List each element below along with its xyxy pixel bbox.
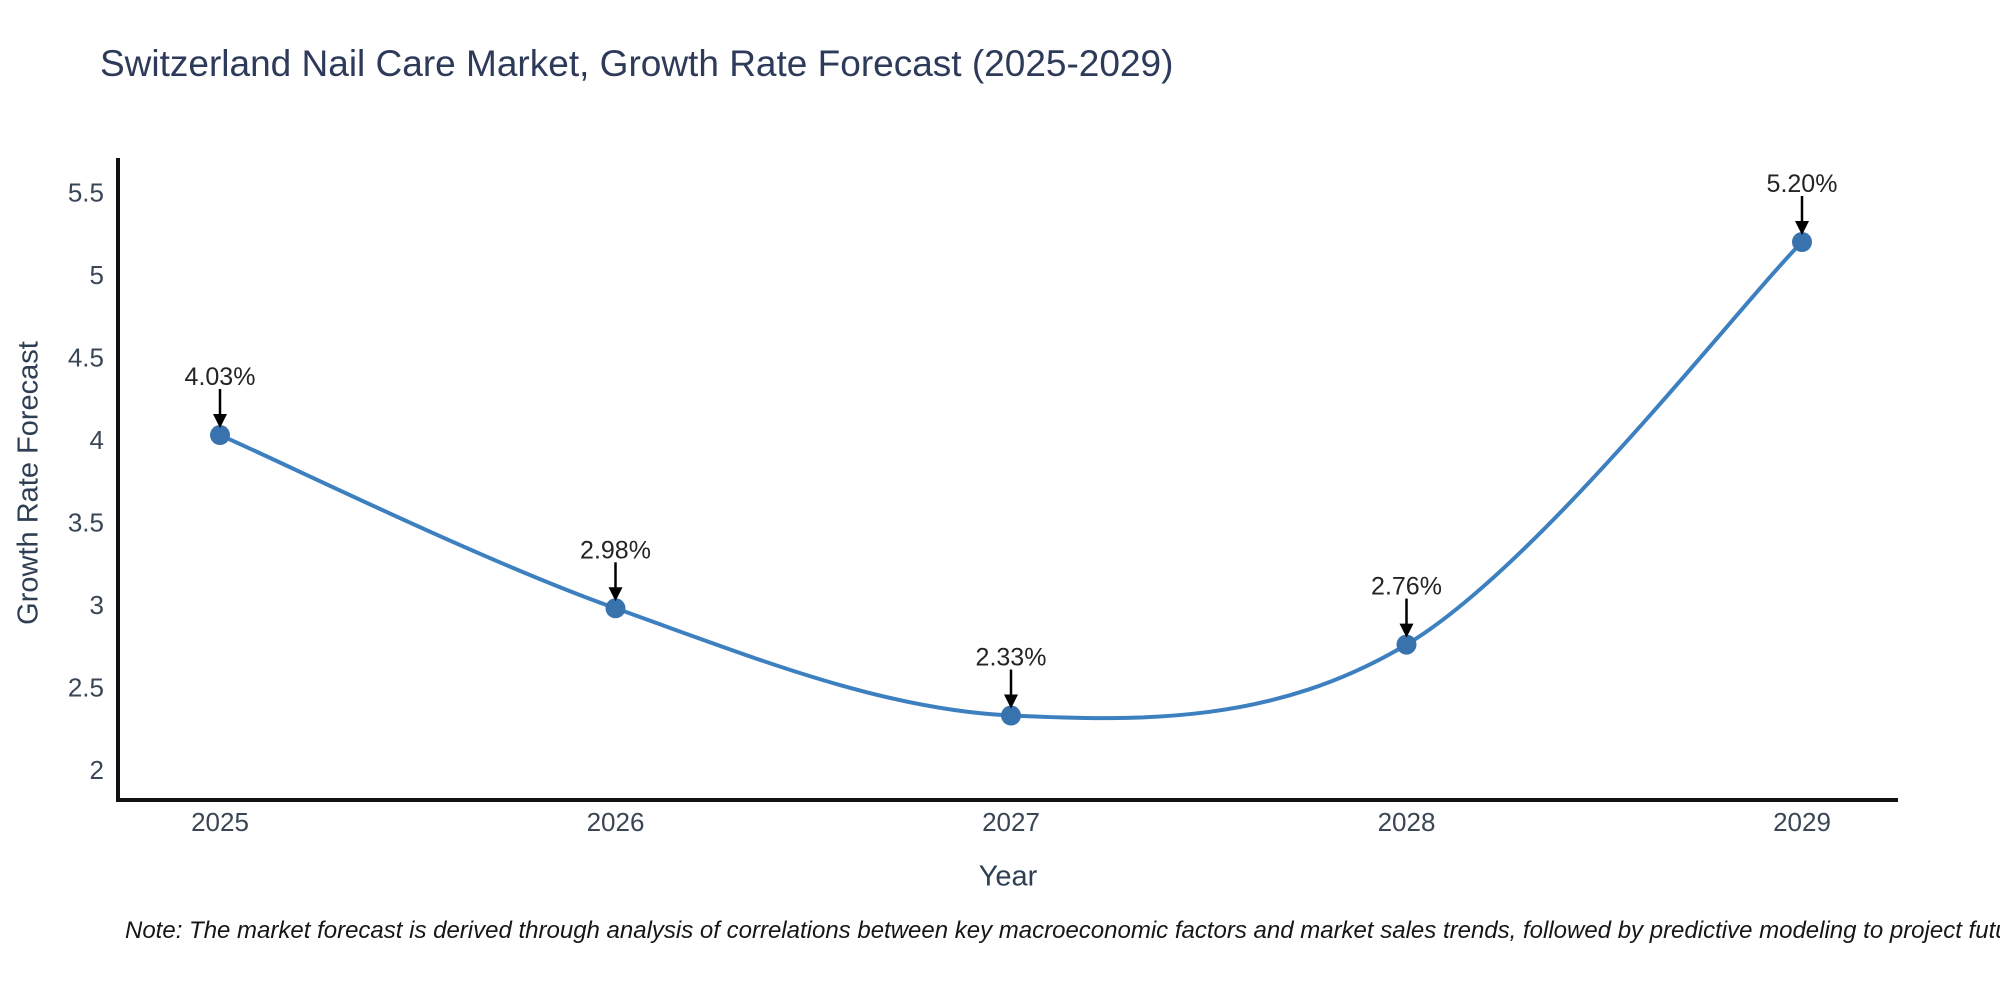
data-point-2026[interactable] — [605, 598, 626, 619]
x-tick-label: 2026 — [587, 807, 645, 837]
annotation-arrowhead — [1795, 221, 1809, 235]
annotation-arrowhead — [1399, 623, 1414, 638]
x-tick-label: 2029 — [1773, 807, 1831, 837]
annotation-arrowhead — [608, 587, 623, 602]
y-tick-label: 4 — [90, 425, 104, 455]
x-tick-label: 2027 — [982, 807, 1040, 837]
y-axis-title: Growth Rate Forecast — [12, 341, 45, 625]
data-point-2029[interactable] — [1792, 232, 1812, 252]
point-label-2027: 2.33% — [976, 644, 1047, 672]
page-title: Switzerland Nail Care Market, Growth Rat… — [100, 43, 1174, 84]
x-tick-label: 2025 — [191, 807, 249, 837]
data-point-2027[interactable] — [1001, 705, 1021, 726]
point-label-2029: 5.20% — [1767, 170, 1838, 198]
annotation-arrowhead — [213, 414, 227, 429]
point-label-2028: 2.76% — [1371, 573, 1442, 601]
data-point-2025[interactable] — [210, 425, 230, 446]
y-tick-label: 2.5 — [68, 673, 104, 703]
y-tick-label: 3.5 — [68, 508, 104, 538]
annotation-arrowhead — [1004, 694, 1018, 709]
x-axis-title: Year — [978, 860, 1038, 893]
x-tick-label: 2028 — [1378, 807, 1436, 837]
y-tick-label: 4.5 — [68, 343, 104, 373]
y-tick-label: 5.5 — [68, 178, 104, 208]
data-point-2028[interactable] — [1396, 634, 1417, 655]
point-label-2026: 2.98% — [580, 536, 651, 564]
y-tick-label: 3 — [90, 590, 104, 620]
y-tick-label: 2 — [90, 755, 104, 785]
y-tick-label: 5 — [90, 260, 104, 290]
point-label-2025: 4.03% — [185, 363, 256, 391]
footnote: Note: The market forecast is derived thr… — [125, 917, 2000, 944]
